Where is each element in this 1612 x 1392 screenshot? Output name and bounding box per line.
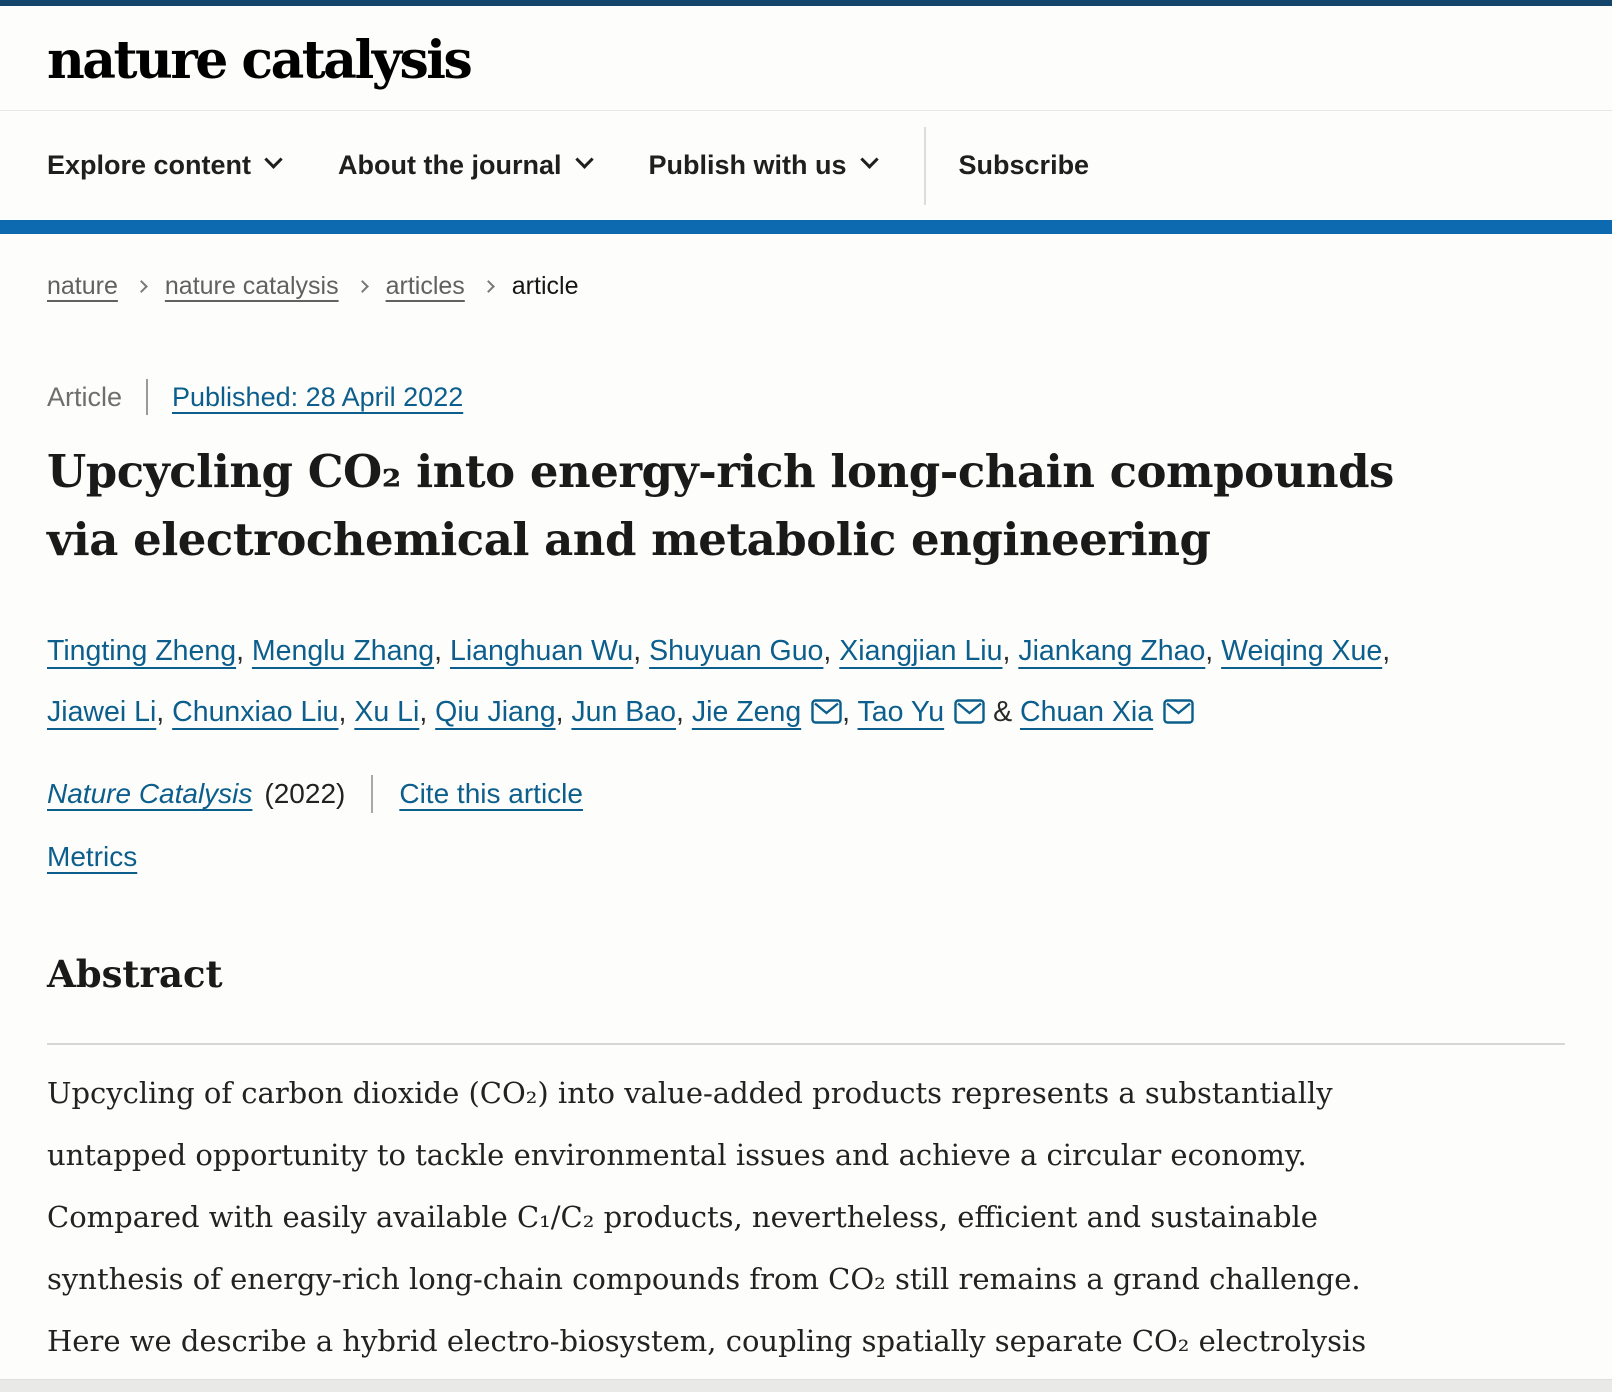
article-title-line-1: Upcycling CO₂ into energy-rich long-chai…: [47, 445, 1394, 499]
author-link[interactable]: Chunxiao Liu: [172, 696, 339, 729]
chevron-right-icon: [481, 279, 495, 293]
nav-item-label: Publish with us: [648, 150, 847, 181]
email-envelope-icon[interactable]: [954, 685, 985, 746]
author-separator: ,: [1382, 635, 1391, 668]
chevron-down-icon: [574, 150, 594, 170]
bottom-gray-band: [0, 1379, 1612, 1392]
author-separator: ,: [434, 635, 450, 668]
abstract-line: Compared with easily available C₁/C₂ pro…: [47, 1200, 1318, 1235]
abstract-text: Upcycling of carbon dioxide (CO₂) into v…: [47, 1062, 1565, 1372]
author-link[interactable]: Lianghuan Wu: [449, 635, 634, 668]
vertical-divider: [371, 775, 374, 814]
top-navy-bar: [0, 0, 1612, 6]
abstract-line: Here we describe a hybrid electro-biosys…: [47, 1324, 1367, 1359]
nav-item-label: About the journal: [338, 150, 562, 181]
author-separator: ,: [1205, 635, 1222, 668]
cite-this-article-link[interactable]: Cite this article: [399, 778, 583, 810]
article-meta-row: Article Published: 28 April 2022: [47, 379, 1565, 416]
nav-divider: [923, 126, 926, 205]
author-separator: &: [985, 696, 1021, 729]
author-link[interactable]: Xiangjian Liu: [839, 635, 1003, 668]
citation-year: (2022): [264, 778, 346, 810]
author-separator: ,: [1002, 635, 1019, 668]
author-separator: ,: [842, 696, 858, 729]
author-link[interactable]: Jun Bao: [571, 696, 677, 729]
author-link[interactable]: Chuan Xia: [1020, 696, 1154, 729]
author-list: Tingting Zheng, Menglu Zhang, Lianghuan …: [47, 621, 1459, 746]
journal-link[interactable]: Nature Catalysis: [47, 778, 253, 810]
nav-subscribe[interactable]: Subscribe: [959, 150, 1090, 181]
published-date-link[interactable]: Published: 28 April 2022: [172, 382, 464, 413]
author-separator: ,: [156, 696, 173, 729]
author-link[interactable]: Tingting Zheng: [47, 635, 237, 668]
article-title: Upcycling CO₂ into energy-rich long-chai…: [47, 438, 1557, 574]
journal-logo[interactable]: nature catalysis: [47, 30, 473, 91]
breadcrumb-current-article: article: [511, 272, 579, 301]
email-envelope-icon[interactable]: [1163, 685, 1194, 746]
article-type-label: Article: [47, 382, 123, 413]
author-separator: ,: [676, 696, 692, 729]
main-nav: Explore content About the journal Publis…: [0, 111, 1612, 220]
author-link[interactable]: Qiu Jiang: [435, 696, 556, 729]
author-separator: ,: [633, 635, 650, 668]
chevron-right-icon: [355, 279, 369, 293]
article-title-line-2: via electrochemical and metabolic engine…: [47, 513, 1211, 567]
author-link[interactable]: Jiankang Zhao: [1018, 635, 1206, 668]
author-separator: ,: [823, 635, 840, 668]
abstract-line: Upcycling of carbon dioxide (CO₂) into v…: [47, 1076, 1333, 1111]
author-link[interactable]: Xu Li: [354, 696, 420, 729]
author-separator: ,: [555, 696, 572, 729]
nav-publish-with-us[interactable]: Publish with us: [648, 150, 879, 181]
abstract-divider-rule: [47, 1043, 1565, 1046]
breadcrumb-link-articles[interactable]: articles: [385, 272, 465, 301]
author-link[interactable]: Jie Zeng: [691, 696, 802, 729]
metrics-row: Metrics: [47, 837, 1565, 877]
author-separator: ,: [338, 696, 355, 729]
author-link[interactable]: Tao Yu: [857, 696, 945, 729]
accent-blue-bar: [0, 220, 1612, 235]
nav-explore-content[interactable]: Explore content: [47, 150, 283, 181]
abstract-heading: Abstract: [47, 952, 223, 997]
site-header: nature catalysis: [0, 6, 1612, 112]
breadcrumb-link-nature-catalysis[interactable]: nature catalysis: [164, 272, 339, 301]
nav-item-label: Subscribe: [958, 150, 1090, 181]
breadcrumb-link-nature[interactable]: nature: [47, 272, 118, 301]
metrics-link[interactable]: Metrics: [47, 841, 138, 873]
chevron-right-icon: [135, 279, 148, 293]
author-link[interactable]: Shuyuan Guo: [649, 635, 824, 668]
author-separator: ,: [419, 696, 436, 729]
vertical-divider: [146, 379, 149, 416]
author-link[interactable]: Menglu Zhang: [251, 635, 435, 668]
email-envelope-icon[interactable]: [811, 685, 842, 746]
nav-item-label: Explore content: [47, 150, 252, 181]
author-separator: ,: [236, 635, 252, 668]
author-link[interactable]: Jiawei Li: [47, 696, 157, 729]
author-link[interactable]: Weiqing Xue: [1221, 635, 1383, 668]
chevron-down-icon: [859, 150, 879, 170]
citation-row: Nature Catalysis (2022) Cite this articl…: [47, 774, 1565, 814]
abstract-line: untapped opportunity to tackle environme…: [47, 1138, 1307, 1173]
chevron-down-icon: [264, 150, 283, 170]
nav-about-the-journal[interactable]: About the journal: [338, 150, 594, 181]
abstract-line: synthesis of energy-rich long-chain comp…: [47, 1262, 1361, 1297]
breadcrumb: nature nature catalysis articles article: [47, 271, 1565, 301]
